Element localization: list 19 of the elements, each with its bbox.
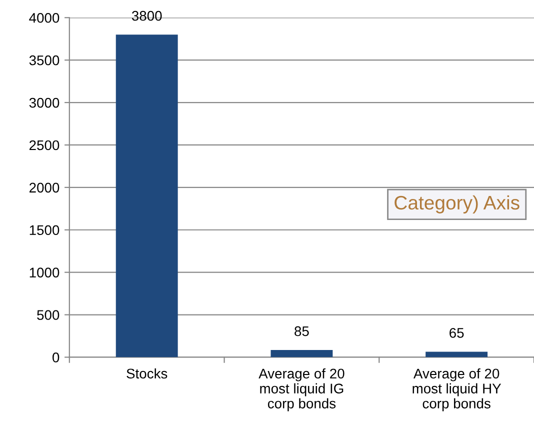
data-label: 65 (450, 328, 464, 338)
y-tick-label: 1500 (30, 225, 60, 236)
data-label: 3800 (132, 10, 162, 21)
x-tick-label: Stocks (126, 368, 168, 379)
bar (270, 350, 333, 358)
x-tick-label: Average of 20 most liquid HY corp bonds (412, 368, 502, 412)
y-tick-label: 500 (37, 310, 60, 320)
y-tick-label: 2000 (30, 182, 60, 193)
y-tick-label: 3500 (29, 55, 60, 66)
x-tick-label: Average of 20 most liquid IG corp bonds (258, 368, 344, 412)
bar (426, 352, 488, 358)
y-tick-label: 3000 (29, 98, 60, 108)
data-label: 85 (294, 326, 309, 336)
y-tick-label: 2500 (30, 140, 60, 150)
y-tick-label: 4000 (29, 12, 60, 23)
bar (116, 34, 178, 358)
annotation: Category) Axis (394, 195, 520, 214)
y-tick-label: 0 (52, 352, 60, 362)
y-tick-label: 1000 (30, 268, 60, 278)
